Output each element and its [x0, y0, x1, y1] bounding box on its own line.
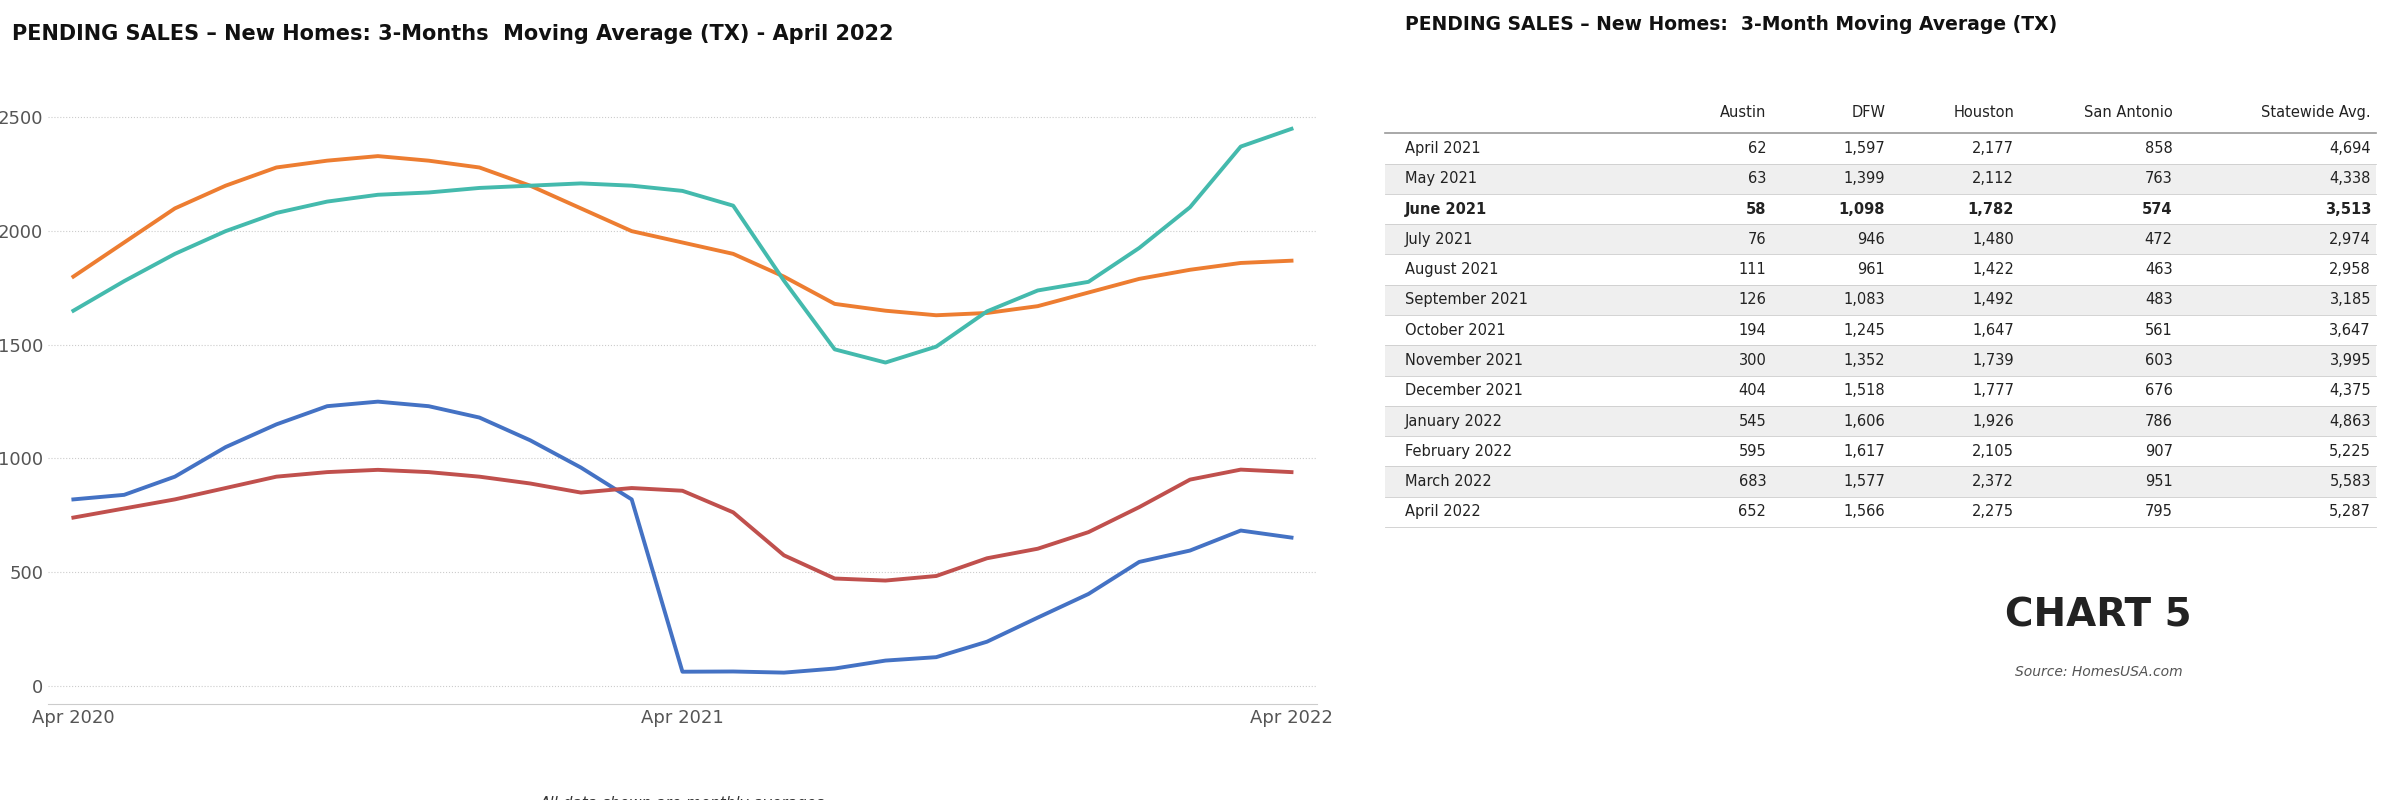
Text: 1,577: 1,577	[1843, 474, 1886, 489]
Text: 2,958: 2,958	[2330, 262, 2371, 277]
Text: 1,777: 1,777	[1973, 383, 2014, 398]
Text: May 2021: May 2021	[1404, 171, 1476, 186]
Text: 1,245: 1,245	[1843, 322, 1886, 338]
Text: 4,863: 4,863	[2330, 414, 2371, 429]
Text: 1,352: 1,352	[1843, 353, 1886, 368]
Text: 472: 472	[2146, 232, 2172, 247]
Text: 5,287: 5,287	[2328, 504, 2371, 519]
Text: 126: 126	[1738, 293, 1766, 307]
Text: April 2021: April 2021	[1404, 141, 1481, 156]
Text: 795: 795	[2146, 504, 2172, 519]
Text: San Antonio: San Antonio	[2083, 105, 2172, 120]
Text: 1,926: 1,926	[1973, 414, 2014, 429]
Text: December 2021: December 2021	[1404, 383, 1522, 398]
Text: 2,105: 2,105	[1973, 444, 2014, 459]
Text: January 2022: January 2022	[1404, 414, 1502, 429]
Text: 1,098: 1,098	[1838, 202, 1886, 217]
Text: September 2021: September 2021	[1404, 293, 1526, 307]
Text: All data shown are monthly averages: All data shown are monthly averages	[540, 797, 826, 800]
Text: 595: 595	[1738, 444, 1766, 459]
Text: 111: 111	[1738, 262, 1766, 277]
Text: 2,112: 2,112	[1973, 171, 2014, 186]
Text: 1,480: 1,480	[1973, 232, 2014, 247]
Text: 76: 76	[1747, 232, 1766, 247]
Text: 63: 63	[1747, 171, 1766, 186]
Text: 1,399: 1,399	[1843, 171, 1886, 186]
Text: 4,338: 4,338	[2330, 171, 2371, 186]
Text: 1,566: 1,566	[1843, 504, 1886, 519]
Text: June 2021: June 2021	[1404, 202, 1486, 217]
Text: 1,617: 1,617	[1843, 444, 1886, 459]
Text: October 2021: October 2021	[1404, 322, 1505, 338]
Text: March 2022: March 2022	[1404, 474, 1490, 489]
Text: August 2021: August 2021	[1404, 262, 1498, 277]
Text: 763: 763	[2146, 171, 2172, 186]
Text: DFW: DFW	[1850, 105, 1886, 120]
Text: November 2021: November 2021	[1404, 353, 1522, 368]
Text: 2,275: 2,275	[1973, 504, 2014, 519]
Text: 300: 300	[1738, 353, 1766, 368]
Text: 1,422: 1,422	[1973, 262, 2014, 277]
Text: 2,974: 2,974	[2328, 232, 2371, 247]
Bar	[1385, 285, 2376, 315]
Text: 404: 404	[1738, 383, 1766, 398]
Text: 1,739: 1,739	[1973, 353, 2014, 368]
Text: 683: 683	[1738, 474, 1766, 489]
Text: 194: 194	[1738, 322, 1766, 338]
Text: 1,518: 1,518	[1843, 383, 1886, 398]
Bar	[1385, 164, 2376, 194]
Text: 3,995: 3,995	[2330, 353, 2371, 368]
Bar	[1385, 346, 2376, 376]
Text: 545: 545	[1738, 414, 1766, 429]
Text: 951: 951	[2146, 474, 2172, 489]
Text: 4,375: 4,375	[2330, 383, 2371, 398]
Text: Source: HomesUSA.com: Source: HomesUSA.com	[2014, 666, 2182, 679]
Text: 1,647: 1,647	[1973, 322, 2014, 338]
Text: 676: 676	[2146, 383, 2172, 398]
Text: July 2021: July 2021	[1404, 232, 1474, 247]
Text: 603: 603	[2146, 353, 2172, 368]
Text: CHART 5: CHART 5	[2004, 597, 2191, 634]
Text: 858: 858	[2146, 141, 2172, 156]
Text: 652: 652	[1738, 504, 1766, 519]
Text: 3,647: 3,647	[2330, 322, 2371, 338]
Text: 561: 561	[2146, 322, 2172, 338]
Text: PENDING SALES – New Homes: 3-Months  Moving Average (TX) - April 2022: PENDING SALES – New Homes: 3-Months Movi…	[12, 24, 893, 44]
Text: 1,597: 1,597	[1843, 141, 1886, 156]
Text: PENDING SALES – New Homes:  3-Month Moving Average (TX): PENDING SALES – New Homes: 3-Month Movin…	[1404, 15, 2057, 34]
Text: 786: 786	[2146, 414, 2172, 429]
Text: 62: 62	[1747, 141, 1766, 156]
Text: 946: 946	[1858, 232, 1886, 247]
Text: 3,185: 3,185	[2330, 293, 2371, 307]
Text: 2,372: 2,372	[1973, 474, 2014, 489]
Text: 1,606: 1,606	[1843, 414, 1886, 429]
Text: February 2022: February 2022	[1404, 444, 1512, 459]
Text: 1,782: 1,782	[1968, 202, 2014, 217]
Text: 1,083: 1,083	[1843, 293, 1886, 307]
Text: 58: 58	[1745, 202, 1766, 217]
Text: Austin: Austin	[1721, 105, 1766, 120]
Text: 5,583: 5,583	[2330, 474, 2371, 489]
Text: 463: 463	[2146, 262, 2172, 277]
Text: 2,177: 2,177	[1973, 141, 2014, 156]
Text: 483: 483	[2146, 293, 2172, 307]
Text: Statewide Avg.: Statewide Avg.	[2261, 105, 2371, 120]
Text: 1,492: 1,492	[1973, 293, 2014, 307]
Text: Houston: Houston	[1954, 105, 2014, 120]
Text: 961: 961	[1858, 262, 1886, 277]
Text: April 2022: April 2022	[1404, 504, 1481, 519]
Text: 574: 574	[2143, 202, 2172, 217]
Text: 3,513: 3,513	[2326, 202, 2371, 217]
Bar	[1385, 406, 2376, 436]
Text: 4,694: 4,694	[2330, 141, 2371, 156]
Bar	[1385, 224, 2376, 254]
Text: 907: 907	[2146, 444, 2172, 459]
Bar	[1385, 466, 2376, 497]
Text: 5,225: 5,225	[2328, 444, 2371, 459]
